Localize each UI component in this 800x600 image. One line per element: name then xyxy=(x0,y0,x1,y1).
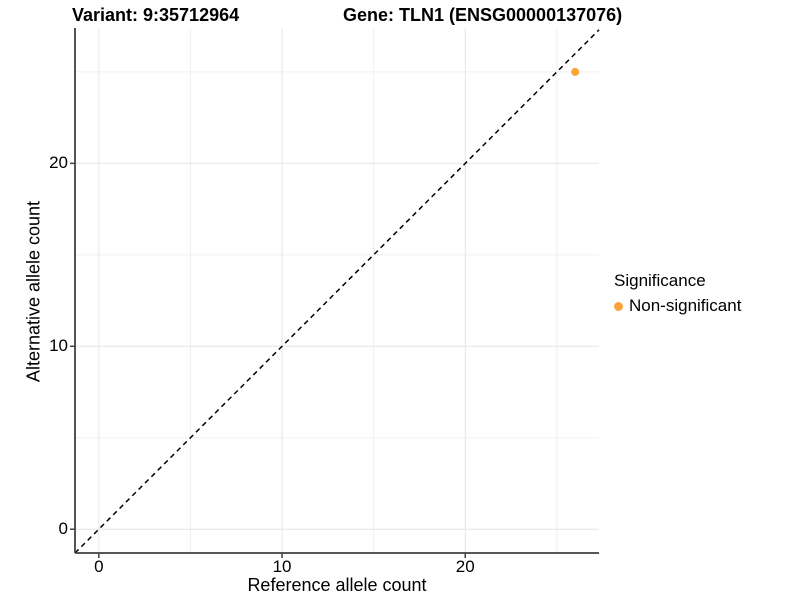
x-tick-label: 20 xyxy=(455,557,475,576)
non-significant-point-icon xyxy=(614,301,623,311)
legend-title: Significance xyxy=(614,271,706,290)
legend-item-non-significant: Non-significant xyxy=(614,296,741,316)
x-axis-title: Reference allele count xyxy=(247,575,427,595)
legend-item-label: Non-significant xyxy=(629,296,742,315)
y-tick-label: 0 xyxy=(58,519,68,539)
plot-title-variant: Variant: 9:35712964 xyxy=(72,5,240,25)
identity-dashed-line xyxy=(74,29,600,554)
y-axis-title: Alternative allele count xyxy=(23,200,44,383)
y-tick-label: 10 xyxy=(49,336,68,356)
y-tick-label: 20 xyxy=(49,153,68,173)
data-point xyxy=(571,67,580,76)
legend: Significance Non-significant xyxy=(614,271,741,316)
x-tick-label: 10 xyxy=(272,557,292,576)
plot-title-gene: Gene: TLN1 (ENSG00000137076) xyxy=(343,5,623,25)
x-tick-label: 0 xyxy=(94,557,104,576)
